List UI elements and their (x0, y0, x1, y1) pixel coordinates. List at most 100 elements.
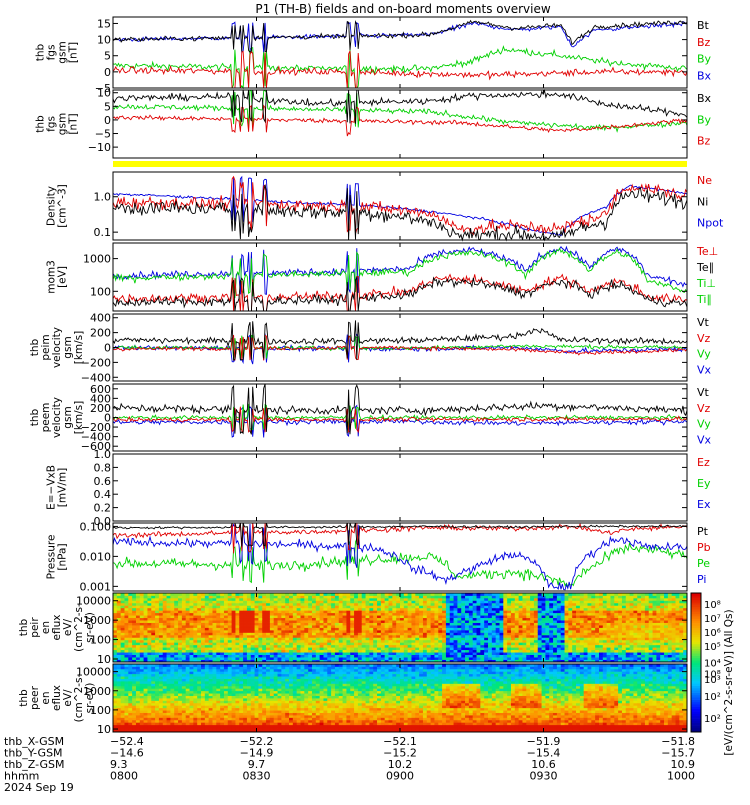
legend-bdsl-2: Bz (697, 135, 711, 148)
x-axis-row-label: 2024 Sep 19 (4, 781, 74, 794)
series-ve-2 (113, 407, 687, 433)
y-tick-label: 400 (90, 312, 111, 325)
panel-frame (113, 243, 687, 311)
series-bdsl-1 (113, 106, 687, 136)
y-tick-label: 5 (104, 50, 111, 63)
legend-vi-0: Vt (697, 316, 710, 329)
series-vi-2 (113, 335, 687, 360)
y-tick-label: 0 (104, 66, 111, 79)
y-tick-label: 100 (90, 285, 111, 298)
y-tick-label: 0.100 (80, 520, 112, 533)
y-tick-label: −10 (88, 141, 111, 154)
legend-vi-1: Vz (697, 332, 711, 345)
quality-flag-bar (113, 161, 687, 167)
y-axis-label: [km/s] (73, 401, 85, 435)
colorbar-tick: 10⁷ (704, 614, 721, 625)
y-tick-label: 0.4 (94, 488, 112, 501)
y-tick-label: 10 (97, 87, 111, 100)
x-axis-value: 0800 (110, 770, 138, 783)
x-axis-value: 0830 (243, 770, 271, 783)
series-vi-0 (113, 334, 687, 365)
legend-temp-1: Te∥ (696, 261, 714, 274)
legend-pressure-0: Pt (697, 525, 709, 538)
y-tick-label: 0 (104, 342, 111, 355)
series-ve-3 (113, 384, 687, 434)
colorbar-tick: 10⁵ (704, 642, 721, 653)
y-tick-label: −5 (95, 128, 111, 141)
x-axis-value: 0930 (530, 770, 558, 783)
legend-efield-0: Ez (697, 456, 710, 469)
legend-bdsl-1: By (697, 113, 712, 126)
legend-ve-3: Vx (697, 433, 712, 446)
y-axis-label: [nT] (68, 42, 80, 63)
colorbar-tick: 10² (704, 692, 721, 703)
y-tick-label: 10 (97, 34, 111, 47)
y-tick-label: 0.010 (80, 550, 112, 563)
legend-efield-1: Ey (697, 477, 711, 490)
spectrogram-ion_spec (113, 593, 687, 662)
legend-density-1: Ni (697, 195, 708, 208)
legend-temp-3: Ti∥ (696, 293, 712, 306)
y-tick-label: −200 (81, 356, 111, 369)
legend-temp-0: Te⊥ (696, 245, 718, 258)
colorbar-tick: 10⁸ (704, 600, 721, 611)
y-tick-label: 10 (97, 723, 111, 736)
series-ve-0 (113, 406, 687, 438)
y-axis-label: [km/s] (73, 331, 85, 365)
y-axis-label: [nT] (68, 113, 80, 134)
legend-bdsl-0: Bx (697, 92, 712, 105)
legend-density-2: Npot (697, 217, 724, 230)
y-tick-label: 10 (97, 653, 111, 666)
panel-frame (113, 454, 687, 521)
y-tick-label: 0.8 (94, 461, 112, 474)
panel-quality (113, 161, 687, 167)
y-tick-label: 1000 (83, 253, 111, 266)
series-pressure-0 (113, 539, 687, 587)
y-tick-label: 0.6 (94, 475, 112, 488)
y-tick-label: 600 (90, 383, 111, 396)
legend-bgsm-1: Bz (697, 36, 711, 49)
y-axis-label: sr-eV) (84, 683, 96, 714)
y-axis-label: [mV/m] (57, 468, 69, 507)
colorbar-tick: 10⁶ (704, 628, 721, 639)
y-tick-label: 15 (97, 17, 111, 30)
chart-title: P1 (TH-B) fields and on-board moments ov… (255, 2, 551, 16)
series-bgsm-3 (113, 21, 687, 53)
y-tick-label: 1.0 (94, 191, 112, 204)
legend-density-0: Ne (697, 174, 712, 187)
legend-efield-2: Ex (697, 498, 711, 511)
y-tick-label: 5 (104, 100, 111, 113)
legend-temp-2: Ti⊥ (696, 277, 716, 290)
y-tick-label: 1.0 (94, 448, 112, 461)
y-axis-label: [cm^-3] (57, 184, 69, 227)
spectrogram-elec_spec (113, 664, 687, 732)
series-vi-3 (113, 320, 687, 360)
colorbar: 10⁸10⁷10⁶10⁵10⁴10³10²10⁸10²[eV/(cm^2-s-s… (691, 593, 735, 756)
series-bgsm-0 (113, 47, 687, 88)
y-tick-label: 0.001 (80, 580, 112, 593)
panel-frame (113, 17, 687, 88)
legend-pressure-2: Pe (697, 557, 710, 570)
y-tick-label: 0 (104, 114, 111, 127)
series-density-1 (113, 177, 687, 235)
legend-ve-1: Vz (697, 402, 711, 415)
colorbar-label: [eV/(cm^2-s-sr-eV)] (All Qs) (723, 609, 735, 755)
legend-vi-2: Vy (697, 348, 711, 361)
legend-ve-2: Vy (697, 418, 711, 431)
legend-vi-3: Vx (697, 363, 712, 376)
panel-frame (113, 90, 687, 158)
series-bdsl-2 (113, 90, 687, 124)
legend-bgsm-2: By (697, 53, 712, 66)
y-tick-label: 0.1 (94, 226, 112, 239)
series-bgsm-2 (113, 51, 687, 88)
